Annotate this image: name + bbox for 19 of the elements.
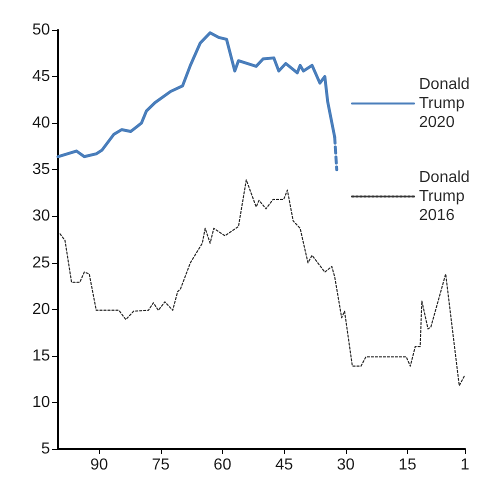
x-tick-label: 1 xyxy=(460,456,470,474)
x-tick-label: 45 xyxy=(275,456,294,474)
y-tick-label: 45 xyxy=(32,68,50,86)
y-tick-label: 30 xyxy=(32,208,50,225)
legend-label: Donald Trump 2020 xyxy=(419,76,474,131)
x-tick-label: 60 xyxy=(214,456,232,474)
y-tick-label: 5 xyxy=(41,440,50,458)
y-tick-label: 10 xyxy=(32,394,50,411)
x-tick-label: 90 xyxy=(90,456,108,474)
y-tick-label: 35 xyxy=(32,161,50,178)
x-tick-label: 15 xyxy=(398,456,416,474)
y-tick-label: 15 xyxy=(32,347,50,364)
x-tick-label: 75 xyxy=(152,456,170,474)
legend-label: Donald Trump 2016 xyxy=(419,169,474,224)
y-tick-label: 20 xyxy=(32,300,50,318)
y-tick-label: 40 xyxy=(32,114,50,132)
x-tick-label: 30 xyxy=(336,456,355,474)
y-tick-label: 25 xyxy=(32,254,50,272)
y-tick-label: 50 xyxy=(32,22,50,38)
